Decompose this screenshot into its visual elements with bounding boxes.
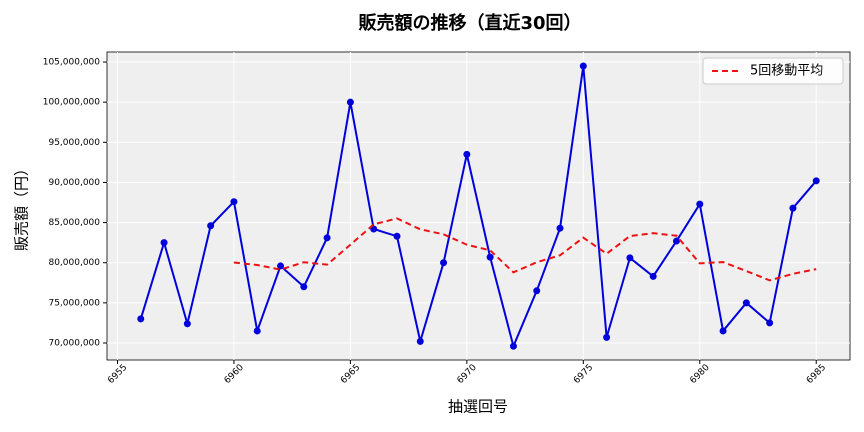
data-point (603, 333, 611, 341)
series-line (139, 65, 817, 350)
x-tick-label: 6960 (223, 363, 246, 386)
x-axis-label: 抽選回号 (448, 398, 508, 416)
data-point (160, 239, 168, 247)
data-point (300, 283, 308, 291)
data-point (253, 327, 261, 335)
x-tick-label: 6970 (456, 363, 479, 386)
data-point (230, 198, 238, 206)
data-point (183, 320, 191, 328)
data-point (672, 237, 680, 245)
data-point (626, 254, 634, 262)
data-point (370, 225, 378, 233)
data-point (486, 253, 494, 261)
data-point (463, 150, 471, 158)
y-tick-label: 80,000,000 (48, 258, 100, 268)
y-tick-label: 90,000,000 (48, 178, 100, 188)
data-point (649, 272, 657, 280)
data-point (277, 262, 285, 270)
x-tick-label: 6975 (572, 363, 595, 386)
y-tick-label: 95,000,000 (48, 138, 100, 148)
y-tick-label: 105,000,000 (43, 58, 101, 68)
data-point (719, 327, 727, 335)
data-point (207, 222, 215, 230)
y-tick-label: 70,000,000 (48, 338, 100, 348)
y-axis-label: 販売額（円） (13, 161, 31, 251)
data-point (742, 299, 750, 307)
data-point (696, 200, 704, 208)
data-point (556, 224, 564, 232)
series-line (233, 217, 817, 282)
x-tick-label: 6980 (688, 363, 711, 386)
data-point (416, 337, 424, 345)
x-tick-label: 6985 (805, 363, 828, 386)
data-point (323, 234, 331, 242)
data-point (509, 342, 517, 350)
data-point (789, 204, 797, 212)
x-tick-label: 6965 (339, 363, 362, 386)
y-tick-label: 75,000,000 (48, 298, 100, 308)
y-tick-label: 100,000,000 (43, 98, 101, 108)
data-point (440, 259, 448, 267)
data-point (579, 62, 587, 70)
data-point (137, 315, 145, 323)
y-tick-label: 85,000,000 (48, 218, 100, 228)
x-tick-label: 6955 (106, 363, 129, 386)
data-point (533, 287, 541, 295)
legend-box (702, 57, 844, 85)
data-point (812, 177, 820, 185)
data-point (393, 232, 401, 240)
legend-label: 5回移動平均 (750, 64, 823, 79)
data-point (766, 319, 774, 327)
chart-title: 販売額の推移（直近30回） (358, 12, 581, 34)
data-point (346, 98, 354, 106)
